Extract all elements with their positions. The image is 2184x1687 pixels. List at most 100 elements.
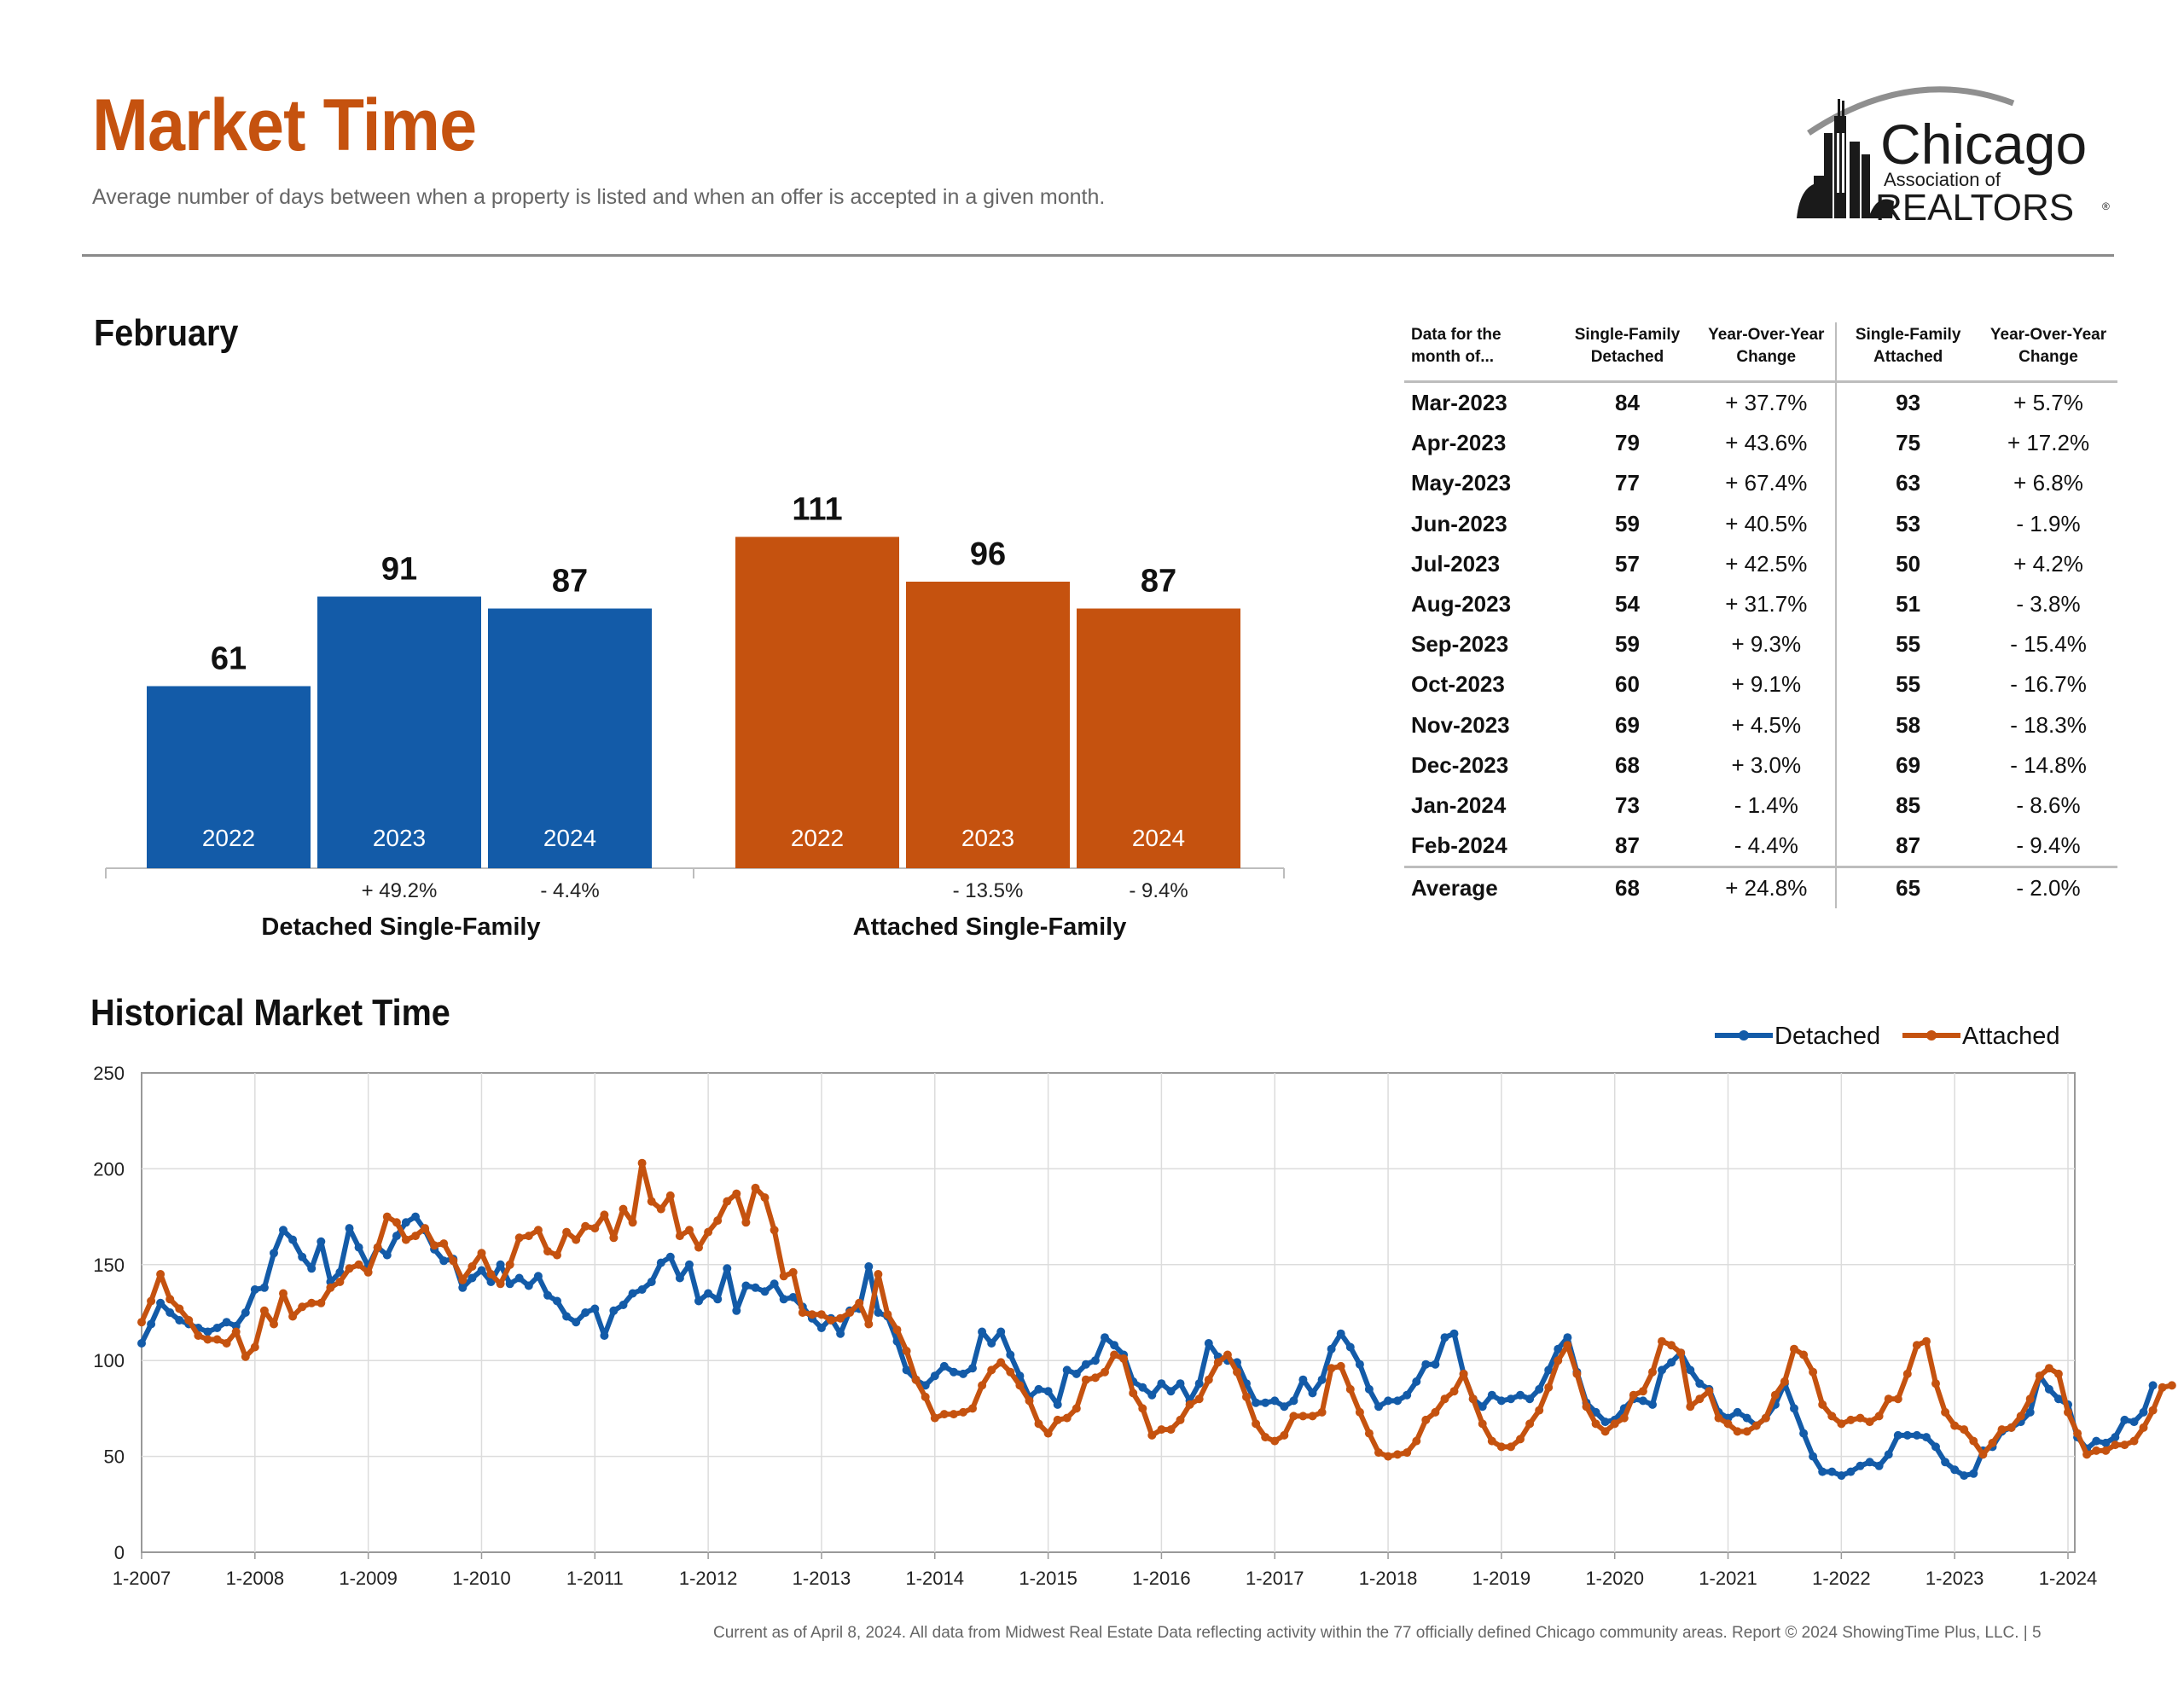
data-point-detached: [1072, 1369, 1081, 1378]
cell-month: Nov-2023: [1411, 711, 1510, 738]
bar-0-2023: [317, 596, 481, 868]
data-point-detached: [1856, 1461, 1865, 1470]
data-point-attached: [1412, 1436, 1421, 1446]
data-point-detached: [1818, 1467, 1827, 1476]
cell-attached-change: - 18.3%: [2010, 711, 2087, 738]
data-point-attached: [1166, 1425, 1176, 1435]
header-detached: Single-Family Detached: [1557, 322, 1698, 383]
cell-month: Average: [1404, 866, 1558, 909]
data-point-detached: [250, 1285, 259, 1294]
data-point-detached: [1554, 1344, 1563, 1354]
data-point-attached: [1554, 1356, 1563, 1365]
data-point-attached: [562, 1227, 572, 1237]
data-point-attached: [590, 1224, 600, 1233]
data-point-detached: [1261, 1398, 1270, 1407]
data-point-attached: [1090, 1373, 1100, 1383]
data-point-attached: [1374, 1448, 1383, 1458]
data-point-attached: [1487, 1436, 1496, 1446]
data-point-attached: [1364, 1429, 1374, 1438]
x-tick-label: 1-2021: [1699, 1568, 1757, 1589]
cell-month: Feb-2024: [1411, 832, 1507, 859]
data-point-attached: [874, 1270, 883, 1278]
data-point-detached: [1874, 1461, 1884, 1470]
data-point-detached: [1790, 1404, 1798, 1413]
cell-detached-change: + 4.5%: [1697, 704, 1838, 745]
data-point-attached: [1837, 1419, 1846, 1429]
data-point-attached: [779, 1272, 788, 1281]
data-point-attached: [1648, 1367, 1657, 1377]
data-point-detached: [1695, 1379, 1705, 1388]
data-point-attached: [788, 1267, 798, 1277]
data-point-attached: [1081, 1375, 1090, 1384]
data-point-attached: [259, 1306, 269, 1315]
data-point-detached: [1600, 1417, 1610, 1427]
data-point-attached: [968, 1404, 977, 1413]
data-point-attached: [2016, 1412, 2025, 1421]
data-point-detached: [600, 1331, 609, 1340]
data-point-detached: [656, 1258, 665, 1267]
data-point-detached: [647, 1278, 656, 1286]
data-point-detached: [1384, 1396, 1393, 1406]
data-point-attached: [1204, 1375, 1213, 1384]
cell-month: Mar-2023: [1411, 390, 1507, 416]
data-point-attached: [1619, 1413, 1629, 1423]
data-point-attached: [1733, 1427, 1742, 1436]
data-point-attached: [1185, 1400, 1194, 1409]
data-point-attached: [675, 1232, 684, 1241]
logo-chicago-text: Chicago: [1880, 113, 2087, 176]
data-point-detached: [665, 1252, 675, 1261]
series-line-detached: [139, 1214, 2156, 1479]
data-point-attached: [1006, 1367, 1015, 1377]
data-point-detached: [1081, 1359, 1090, 1369]
data-point-detached: [1440, 1333, 1449, 1342]
y-tick-label: 250: [93, 1063, 125, 1084]
data-point-attached: [298, 1302, 307, 1312]
data-point-attached: [1289, 1412, 1298, 1421]
data-point-detached: [1648, 1400, 1657, 1409]
data-point-attached: [1062, 1413, 1072, 1423]
data-point-attached: [401, 1235, 410, 1244]
data-point-attached: [600, 1210, 609, 1220]
data-point-detached: [562, 1312, 572, 1321]
data-point-attached: [1751, 1421, 1761, 1430]
data-point-detached: [1809, 1452, 1818, 1461]
data-point-attached: [1846, 1415, 1856, 1424]
february-bar-chart: 61 2022 91 2023 + 49.2% 87 2024 - 4.4%Detached …: [105, 492, 1285, 941]
data-point-attached: [1496, 1442, 1506, 1452]
data-point-attached: [1431, 1407, 1440, 1417]
bar-value-label: 96: [970, 536, 1006, 572]
cell-detached-change: + 43.6%: [1697, 423, 1838, 464]
cell-attached: 69: [1896, 751, 1921, 778]
cell-detached: 59: [1615, 510, 1640, 536]
table-row: May-2023 77 + 67.4% 63 + 6.8%: [1404, 463, 2117, 504]
data-point-detached: [1166, 1387, 1176, 1396]
data-point-attached: [1563, 1341, 1572, 1350]
data-point-attached: [1317, 1407, 1327, 1417]
data-point-detached: [1138, 1383, 1147, 1392]
data-point-detached: [713, 1295, 723, 1304]
data-point-attached: [496, 1279, 505, 1289]
data-point-detached: [175, 1316, 184, 1325]
table-row: Jun-2023 59 + 40.5% 53 - 1.9%: [1404, 503, 2117, 544]
table-header-row: Data for the month of... Single-Family D…: [1404, 322, 2117, 383]
data-point-attached: [685, 1226, 694, 1235]
bar-change-label: + 49.2%: [362, 879, 438, 902]
data-point-attached: [382, 1212, 392, 1221]
data-point-attached: [203, 1335, 212, 1344]
data-point-attached: [1015, 1381, 1025, 1390]
data-point-attached: [1884, 1394, 1893, 1404]
cell-detached: 68: [1557, 866, 1698, 909]
data-point-attached: [1233, 1367, 1241, 1377]
data-point-detached: [1289, 1396, 1298, 1406]
data-point-detached: [770, 1279, 779, 1289]
data-point-attached: [581, 1221, 590, 1231]
data-point-attached: [1147, 1430, 1157, 1440]
data-point-detached: [704, 1289, 713, 1298]
data-point-detached: [609, 1306, 619, 1315]
data-point-attached: [1676, 1348, 1686, 1358]
bar-year-label: 2023: [961, 825, 1014, 851]
cell-attached: 51: [1896, 591, 1921, 617]
x-tick-label: 1-2015: [1019, 1568, 1077, 1589]
x-tick-label: 1-2008: [226, 1568, 285, 1589]
data-point-detached: [2129, 1417, 2139, 1427]
